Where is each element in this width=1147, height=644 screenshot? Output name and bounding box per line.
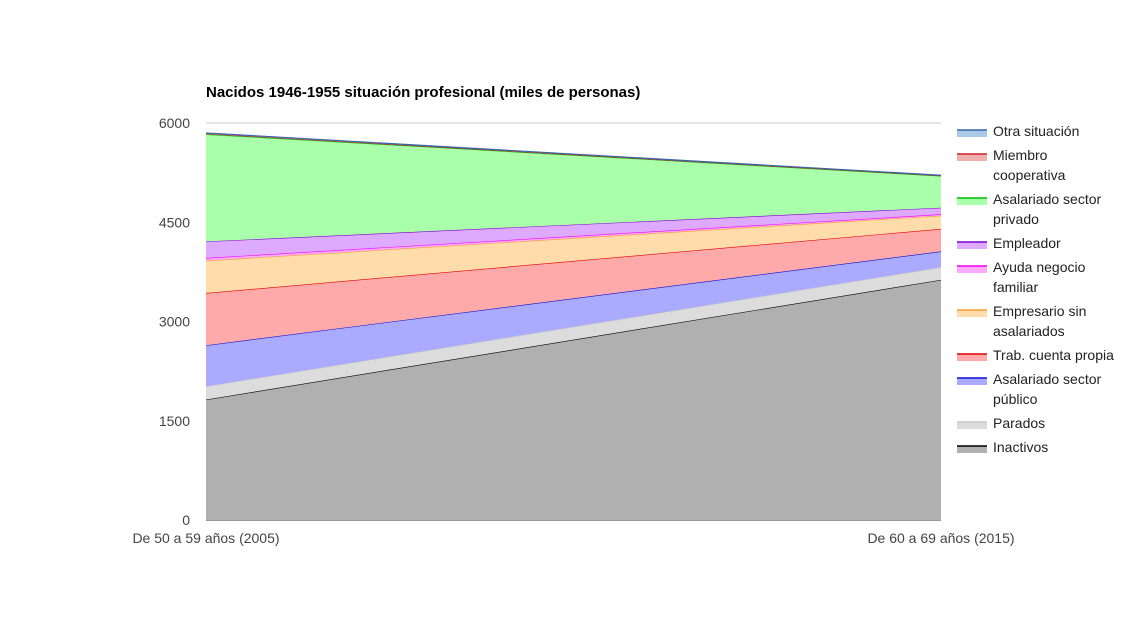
legend-swatch xyxy=(957,198,987,205)
legend-swatch xyxy=(957,378,987,385)
legend-swatch xyxy=(957,242,987,249)
legend-label: Empleador xyxy=(993,235,1061,251)
legend-swatch xyxy=(957,354,987,361)
area-5 xyxy=(206,214,941,261)
legend-label: Ayuda negocio familiar xyxy=(993,259,1086,295)
area-6 xyxy=(206,207,941,258)
y-tick-label: 1500 xyxy=(159,413,190,429)
x-axis: De 50 a 59 años (2005) De 60 a 69 años (2… xyxy=(132,530,1014,546)
legend-swatch xyxy=(957,130,987,137)
legend-label: Asalariado sector privado xyxy=(993,191,1102,227)
legend-item: Otra situación xyxy=(957,123,1079,139)
area-series xyxy=(205,132,942,520)
legend-item: Trab. cuenta propia xyxy=(957,347,1114,363)
legend-swatch xyxy=(957,446,987,453)
legend-item: Inactivos xyxy=(957,439,1048,455)
area-0 xyxy=(206,279,941,520)
legend-item: Miembro cooperativa xyxy=(957,147,1066,183)
legend-item: Asalariado sector privado xyxy=(957,191,1102,227)
legend-item: Asalariado sector público xyxy=(957,371,1102,407)
y-axis: 0 1500 3000 4500 6000 xyxy=(159,115,190,528)
area-3 xyxy=(206,228,941,346)
legend-label: Trab. cuenta propia xyxy=(993,347,1114,363)
y-tick-label: 3000 xyxy=(159,314,190,330)
legend-item: Parados xyxy=(957,415,1045,431)
x-tick-label: De 60 a 69 años (2015) xyxy=(867,530,1014,546)
area-1 xyxy=(206,267,941,400)
legend-label: Inactivos xyxy=(993,439,1048,455)
legend-swatch xyxy=(957,310,987,317)
legend: Otra situación Miembro cooperativa Asalaria… xyxy=(957,123,1114,455)
legend-item: Ayuda negocio familiar xyxy=(957,259,1086,295)
legend-swatch xyxy=(957,154,987,161)
legend-label: Otra situación xyxy=(993,123,1079,139)
legend-label: Asalariado sector público xyxy=(993,371,1102,407)
area-7 xyxy=(206,134,941,242)
series-line-9 xyxy=(205,132,942,176)
y-tick-label: 6000 xyxy=(159,115,190,131)
y-tick-label: 4500 xyxy=(159,214,190,230)
y-tick-label: 0 xyxy=(182,512,190,528)
legend-label: Empresario sin asalariados xyxy=(993,303,1086,339)
legend-item: Empleador xyxy=(957,235,1061,251)
chart-title: Nacidos 1946-1955 situación profesional … xyxy=(206,84,640,101)
x-tick-label: De 50 a 59 años (2005) xyxy=(132,530,279,546)
legend-label: Parados xyxy=(993,415,1045,431)
legend-swatch xyxy=(957,266,987,273)
series-line-0 xyxy=(205,279,942,401)
legend-swatch xyxy=(957,422,987,429)
legend-item: Empresario sin asalariados xyxy=(957,303,1086,339)
area-2 xyxy=(206,251,941,387)
area-4 xyxy=(206,215,941,294)
legend-label: Miembro cooperativa xyxy=(993,147,1066,183)
